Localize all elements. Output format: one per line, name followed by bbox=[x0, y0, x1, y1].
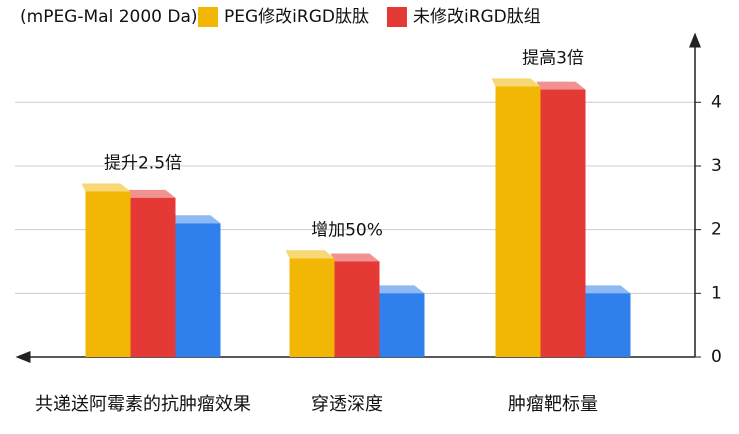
bar-top bbox=[536, 81, 586, 90]
bar bbox=[495, 86, 541, 357]
bar-top bbox=[581, 285, 631, 294]
bar bbox=[175, 223, 221, 357]
annotation: 增加50% bbox=[311, 220, 383, 240]
y-tick-label: 3 bbox=[711, 156, 722, 176]
legend-swatch bbox=[386, 7, 407, 27]
bar-top bbox=[491, 78, 541, 87]
bar bbox=[379, 293, 425, 357]
legend-label: PEG修改iRGD肽肽 bbox=[224, 7, 369, 27]
bar-top bbox=[171, 215, 221, 224]
x-tick-label: 肿瘤靶标量 bbox=[508, 394, 598, 415]
bar bbox=[130, 197, 176, 357]
x-tick-label: 穿透深度 bbox=[311, 394, 383, 415]
bar bbox=[334, 261, 380, 357]
y-tick-label: 4 bbox=[711, 92, 722, 112]
x-tick-label: 共递送阿霉素的抗肿瘤效果 bbox=[35, 394, 251, 415]
bar-top bbox=[81, 183, 131, 192]
legend-swatch bbox=[198, 7, 218, 27]
legend-note: (mPEG-Mal 2000 Da) bbox=[20, 7, 198, 27]
annotation: 提升2.5倍 bbox=[104, 153, 182, 173]
bar-top bbox=[285, 250, 335, 259]
y-tick-label: 1 bbox=[711, 283, 722, 303]
bar bbox=[85, 191, 131, 357]
bar-top bbox=[126, 189, 176, 198]
y-tick-label: 0 bbox=[711, 347, 722, 367]
bar-top bbox=[375, 285, 425, 294]
annotation: 提高3倍 bbox=[522, 48, 584, 68]
bar bbox=[585, 293, 631, 357]
bar bbox=[289, 258, 335, 357]
bar bbox=[540, 89, 586, 358]
y-tick-label: 2 bbox=[711, 220, 722, 240]
legend-label: 未修改iRGD肽组 bbox=[413, 7, 541, 27]
bar-top bbox=[330, 253, 380, 262]
